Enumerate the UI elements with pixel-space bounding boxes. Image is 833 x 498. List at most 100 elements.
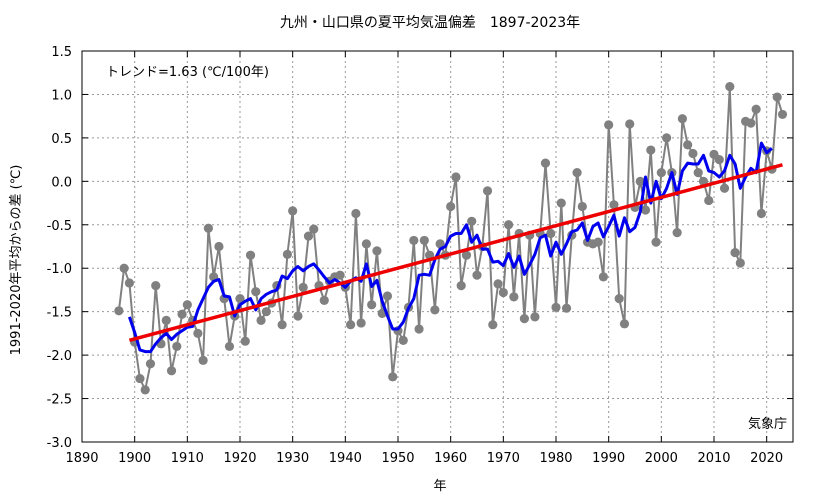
y-tick-label: 0.0	[51, 175, 72, 190]
annual-point	[277, 320, 287, 330]
annual-point	[119, 263, 129, 273]
annual-point	[461, 250, 472, 260]
x-tick-labels: 1890 1900 1910 1920 1930 1940 1950 1960 1970 1980…	[65, 451, 783, 466]
annual-point	[540, 158, 551, 168]
annual-point	[719, 183, 730, 193]
x-axis-label: 年	[433, 479, 446, 494]
trend-line	[128, 163, 783, 343]
annual-point	[361, 239, 371, 249]
annual-point	[614, 294, 624, 304]
annual-point	[735, 258, 745, 268]
series	[114, 82, 788, 395]
annual-point	[446, 201, 456, 212]
annual-point	[235, 294, 245, 304]
x-tick-label: 1930	[276, 451, 309, 466]
x-tick-label: 1910	[171, 451, 204, 466]
y-tick-label: 0.5	[51, 132, 72, 147]
annual-point	[372, 246, 382, 256]
annual-point	[161, 315, 171, 325]
annual-point	[704, 195, 714, 206]
y-tick-label: 1.5	[51, 45, 72, 60]
annual-point	[261, 307, 271, 317]
annual-point	[456, 281, 466, 291]
annual-point	[751, 104, 761, 114]
annual-point	[288, 206, 298, 216]
y-tick-label: -3.0	[47, 436, 72, 451]
annual-point	[677, 114, 688, 124]
annual-point	[714, 155, 724, 165]
annual-point	[725, 82, 735, 92]
annual-point	[693, 168, 703, 178]
annual-point	[414, 324, 424, 334]
annual-point	[662, 133, 672, 143]
annual-point	[224, 341, 235, 352]
annual-point	[282, 249, 292, 259]
chart-title: 九州・山口県の夏平均気温偏差 1897-2023年	[280, 15, 580, 31]
y-tick-label: -0.5	[47, 219, 72, 234]
annual-point	[166, 366, 177, 376]
annual-point	[504, 220, 514, 230]
x-tick-label: 1990	[592, 451, 625, 466]
annual-point	[730, 247, 740, 258]
annual-point	[619, 319, 630, 329]
annual-point	[367, 300, 377, 310]
annual-point	[335, 270, 345, 280]
annual-point	[683, 140, 693, 150]
y-axis-label: 1991-2020年平均からの差 (℃)	[9, 165, 24, 356]
annual-point	[114, 306, 124, 316]
x-tick-label: 1900	[118, 451, 151, 466]
y-tick-label: -2.5	[47, 393, 72, 408]
plot-area: 1890 1900 1910 1920 1930 1940 1950 1960 1970 1980…	[47, 45, 794, 466]
y-tick-label: 1.0	[51, 88, 72, 103]
annual-point	[451, 172, 461, 182]
annual-point	[198, 355, 208, 365]
annual-point	[593, 237, 603, 247]
x-tick-label: 2020	[750, 451, 783, 466]
annual-point	[140, 385, 150, 395]
annual-point	[124, 278, 134, 288]
ticks	[81, 50, 793, 443]
trend-label: トレンド=1.63 (℃/100年)	[106, 65, 269, 80]
x-tick-label: 1950	[381, 451, 414, 466]
x-tick-label: 1970	[487, 451, 520, 466]
x-tick-label: 1940	[329, 451, 362, 466]
annual-point	[251, 287, 261, 297]
annual-point	[672, 227, 682, 238]
annual-point	[135, 373, 145, 384]
annual-point	[430, 305, 440, 315]
annual-point	[530, 312, 540, 322]
annual-point	[151, 281, 161, 291]
annual-point	[298, 282, 308, 292]
annual-point	[472, 270, 482, 280]
annual-point	[303, 231, 314, 241]
annual-point	[467, 216, 477, 226]
annual-point	[572, 168, 582, 178]
annual-point	[409, 235, 419, 246]
annual-point	[145, 359, 156, 369]
annual-point	[193, 328, 203, 338]
annual-point	[651, 237, 661, 247]
annual-point	[351, 208, 361, 219]
grid	[82, 51, 793, 442]
y-tick-label: -1.5	[47, 306, 72, 321]
annual-point	[656, 168, 666, 178]
source-label: 気象庁	[748, 416, 787, 432]
annual-point	[640, 205, 651, 215]
annual-point	[172, 341, 182, 352]
x-tick-label: 1960	[434, 451, 467, 466]
annual-point	[546, 228, 556, 239]
annual-point	[498, 287, 508, 298]
annual-point	[488, 320, 498, 330]
annual-point	[598, 272, 609, 282]
annual-point	[398, 335, 408, 345]
y-tick-label: -2.0	[47, 349, 72, 364]
annual-point	[746, 118, 756, 128]
annual-point	[319, 295, 329, 305]
x-tick-label: 2000	[645, 451, 678, 466]
annual-point	[772, 92, 782, 102]
annual-point	[551, 302, 561, 312]
annual-point	[182, 300, 192, 310]
annual-point	[561, 303, 572, 313]
annual-point	[635, 176, 645, 186]
